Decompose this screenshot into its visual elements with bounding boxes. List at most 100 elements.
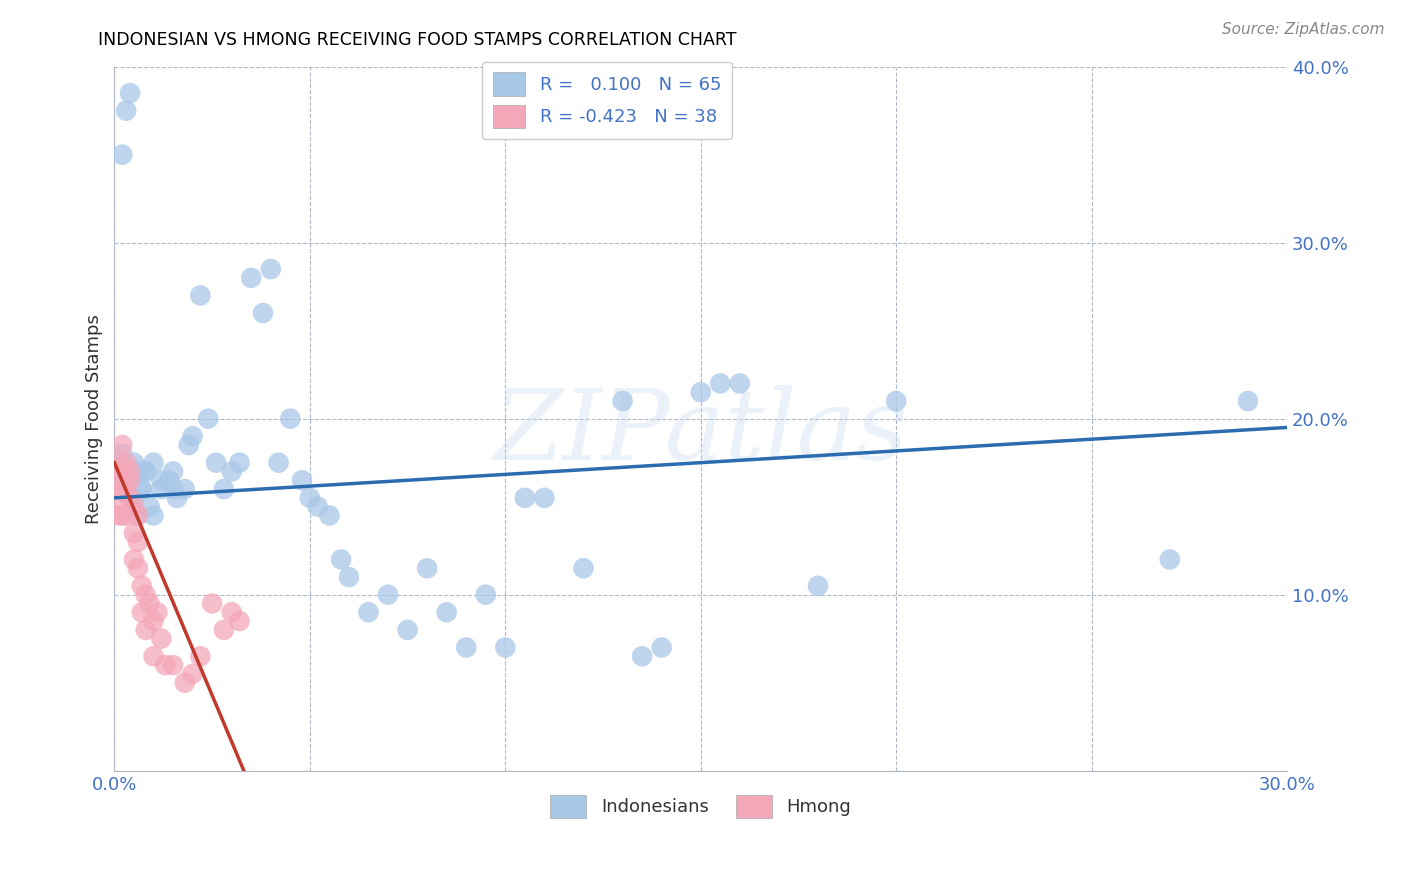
Point <box>111 447 134 461</box>
Point <box>631 649 654 664</box>
Point <box>240 270 263 285</box>
Point <box>111 147 134 161</box>
Point <box>416 561 439 575</box>
Point <box>572 561 595 575</box>
Point <box>107 465 129 479</box>
Point <box>131 579 153 593</box>
Point <box>689 385 711 400</box>
Point <box>377 588 399 602</box>
Point <box>396 623 419 637</box>
Text: INDONESIAN VS HMONG RECEIVING FOOD STAMPS CORRELATION CHART: INDONESIAN VS HMONG RECEIVING FOOD STAMP… <box>98 31 737 49</box>
Point <box>173 482 195 496</box>
Point <box>142 614 165 628</box>
Point <box>142 508 165 523</box>
Point <box>111 482 134 496</box>
Point <box>127 465 149 479</box>
Point <box>337 570 360 584</box>
Point <box>107 456 129 470</box>
Point <box>228 614 250 628</box>
Point <box>228 456 250 470</box>
Point <box>122 456 145 470</box>
Point <box>131 605 153 619</box>
Point <box>162 658 184 673</box>
Point <box>330 552 353 566</box>
Point <box>474 588 496 602</box>
Text: ZIPatlas: ZIPatlas <box>494 385 908 481</box>
Point <box>494 640 516 655</box>
Point <box>357 605 380 619</box>
Point <box>533 491 555 505</box>
Point <box>115 456 138 470</box>
Point <box>150 473 173 487</box>
Point <box>807 579 830 593</box>
Point <box>212 623 235 637</box>
Point <box>135 465 157 479</box>
Point <box>651 640 673 655</box>
Point <box>205 456 228 470</box>
Point <box>307 500 329 514</box>
Legend: Indonesians, Hmong: Indonesians, Hmong <box>543 788 859 825</box>
Point <box>291 473 314 487</box>
Point <box>1159 552 1181 566</box>
Point <box>157 473 180 487</box>
Point <box>142 456 165 470</box>
Point <box>221 605 243 619</box>
Point <box>728 376 751 391</box>
Point <box>252 306 274 320</box>
Text: Source: ZipAtlas.com: Source: ZipAtlas.com <box>1222 22 1385 37</box>
Point <box>122 491 145 505</box>
Point <box>111 438 134 452</box>
Point <box>142 649 165 664</box>
Point <box>197 411 219 425</box>
Point <box>107 508 129 523</box>
Point <box>118 491 141 505</box>
Point <box>173 675 195 690</box>
Point <box>131 482 153 496</box>
Point <box>260 262 283 277</box>
Point <box>118 465 141 479</box>
Y-axis label: Receiving Food Stamps: Receiving Food Stamps <box>86 314 103 524</box>
Point <box>709 376 731 391</box>
Point <box>127 508 149 523</box>
Point <box>115 103 138 118</box>
Point <box>111 465 134 479</box>
Point <box>318 508 340 523</box>
Point <box>122 552 145 566</box>
Point <box>1237 394 1260 409</box>
Point <box>150 482 173 496</box>
Point <box>162 482 184 496</box>
Point <box>118 491 141 505</box>
Point <box>131 482 153 496</box>
Point <box>884 394 907 409</box>
Point <box>115 473 138 487</box>
Point <box>127 561 149 575</box>
Point <box>190 649 212 664</box>
Point <box>513 491 536 505</box>
Point <box>212 482 235 496</box>
Point <box>456 640 478 655</box>
Point <box>166 491 188 505</box>
Point <box>181 666 204 681</box>
Point <box>201 597 224 611</box>
Point <box>138 597 160 611</box>
Point <box>115 482 138 496</box>
Point <box>162 465 184 479</box>
Point <box>111 508 134 523</box>
Point <box>122 526 145 541</box>
Point <box>298 491 321 505</box>
Point <box>135 623 157 637</box>
Point <box>107 491 129 505</box>
Point <box>267 456 290 470</box>
Point <box>278 411 301 425</box>
Point <box>135 588 157 602</box>
Point <box>127 508 149 523</box>
Point <box>612 394 634 409</box>
Point <box>122 500 145 514</box>
Point <box>177 438 200 452</box>
Point <box>127 534 149 549</box>
Point <box>138 500 160 514</box>
Point <box>146 605 169 619</box>
Point <box>118 473 141 487</box>
Point <box>181 429 204 443</box>
Point <box>221 465 243 479</box>
